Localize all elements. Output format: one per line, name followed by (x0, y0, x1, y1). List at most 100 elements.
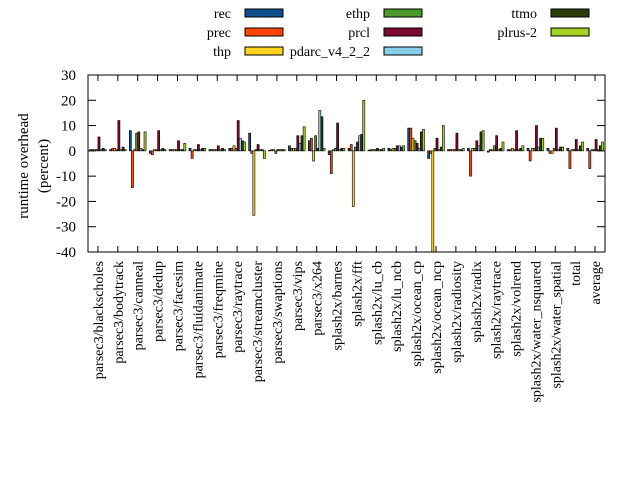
bar-prcl-parsec3-bodytrack (117, 120, 121, 152)
bar-ethp-splash2x-raytrace (493, 145, 496, 152)
bar-prec-parsec3-fluidanimate (190, 150, 194, 159)
bar-ethp-parsec3-swaptions (274, 150, 278, 154)
bar-ttmo-parsec3-x264 (320, 116, 324, 152)
x-tick-label-parsec3-x264: parsec3/x264 (311, 261, 326, 336)
x-tick-label-splash2x-water-nsquared: splash2x/water_nsquared (529, 261, 544, 403)
bar-ethp-splash2x-ocean-ncp (433, 148, 437, 152)
bar-plrus-2-parsec3-bodytrack (123, 149, 127, 152)
bar-rec-splash2x-lu-ncb (387, 148, 391, 152)
legend-swatch-pdarc-v4-2-2 (383, 46, 423, 56)
bar-ttmo-parsec3-fluidanimate (201, 148, 204, 152)
bar-pdarc-v4-2-2-splash2x-ocean-cp (417, 148, 421, 152)
bar-ttmo-splash2x-fft (360, 134, 364, 152)
bar-rec-splash2x-ocean-cp (407, 127, 411, 152)
bar-plrus-2-splash2x-water-nsquared (541, 137, 545, 152)
x-tick-label-splash2x-ocean-ncp: splash2x/ocean_ncp (430, 261, 445, 374)
bar-prec-splash2x-radix (469, 150, 472, 177)
y-tick-label: 20 (61, 93, 76, 109)
bar-rec-splash2x-radiosity (447, 149, 450, 152)
x-tick-label-parsec3-vips: parsec3/vips (291, 261, 306, 331)
x-tick-label-splash2x-radiosity: splash2x/radiosity (450, 261, 465, 363)
bar-plrus-2-splash2x-barnes (342, 148, 346, 152)
x-tick-label-parsec3-dedup: parsec3/dedup (152, 261, 167, 342)
y-tick-label: 0 (69, 144, 77, 160)
bar-prec-splash2x-radiosity (449, 149, 452, 152)
bar-ttmo-splash2x-lu-ncb (400, 146, 403, 152)
bar-ttmo-splash2x-radiosity (459, 149, 463, 152)
y-tick-label: -40 (56, 245, 76, 261)
bar-pdarc-v4-2-2-parsec3-raytrace (238, 137, 242, 152)
y-tick-label: 30 (61, 68, 76, 84)
bar-thp-splash2x-fft (351, 150, 355, 207)
bar-ttmo-splash2x-ocean-cp (419, 131, 423, 152)
bar-thp-splash2x-water-spatial (550, 150, 554, 154)
bar-ttmo-splash2x-barnes (340, 148, 344, 152)
bar-prec-parsec3-x264 (310, 137, 313, 152)
bar-thp-average (590, 149, 594, 152)
x-tick-label-parsec3-blackscholes: parsec3/blackscholes (92, 261, 107, 379)
bar-ethp-splash2x-radix (473, 148, 477, 152)
bar-ethp-parsec3-bodytrack (115, 149, 119, 152)
bar-rec-parsec3-vips (288, 145, 291, 152)
legend-label-pdarc-v4-2-2: pdarc_v4_2_2 (290, 45, 370, 60)
bar-thp-parsec3-x264 (312, 150, 315, 162)
bar-plrus-2-parsec3-blackscholes (103, 149, 107, 152)
legend-label-plrus-2: plrus-2 (497, 26, 537, 41)
bar-pdarc-v4-2-2-parsec3-streamcluster (258, 149, 262, 152)
bar-pdarc-v4-2-2-splash2x-barnes (338, 149, 342, 152)
bar-plrus-2-parsec3-swaptions (282, 149, 286, 152)
bar-thp-parsec3-fluidanimate (192, 149, 196, 152)
bar-prcl-parsec3-canneal (137, 131, 141, 152)
bar-ttmo-splash2x-water-nsquared (539, 137, 542, 152)
bar-plrus-2-splash2x-ocean-cp (422, 129, 425, 152)
bar-ttmo-parsec3-swaptions (280, 149, 284, 152)
bar-prec-parsec3-swaptions (270, 149, 274, 152)
bar-pdarc-v4-2-2-parsec3-facesim (179, 149, 182, 152)
bar-thp-parsec3-facesim (172, 149, 176, 152)
bar-pdarc-v4-2-2-splash2x-lu-cb (378, 149, 381, 152)
x-tick-label-parsec3-raytrace: parsec3/raytrace (231, 261, 246, 353)
bar-ttmo-splash2x-lu-cb (380, 149, 383, 152)
bar-plrus-2-parsec3-x264 (322, 148, 326, 152)
bar-rec-parsec3-fluidanimate (188, 148, 192, 152)
bar-prcl-parsec3-fluidanimate (197, 144, 200, 152)
bar-plrus-2-splash2x-raytrace (501, 141, 505, 152)
bar-rec-parsec3-dedup (148, 150, 152, 154)
bar-thp-parsec3-vips (292, 148, 295, 152)
bar-plrus-2-splash2x-water-spatial (561, 146, 564, 152)
x-tick-label-splash2x-lu-ncb: splash2x/lu_ncb (390, 261, 405, 352)
bar-plrus-2-total (581, 141, 584, 152)
bars-group (89, 99, 604, 253)
bar-pdarc-v4-2-2-parsec3-swaptions (278, 149, 282, 152)
bar-prcl-parsec3-facesim (177, 140, 180, 152)
bar-plrus-2-splash2x-volrend (521, 145, 525, 152)
bar-pdarc-v4-2-2-splash2x-lu-ncb (398, 145, 401, 152)
bar-prec-splash2x-ocean-ncp (429, 150, 433, 154)
bar-prcl-parsec3-blackscholes (97, 136, 101, 152)
bar-ethp-parsec3-freqmine (214, 149, 218, 152)
bar-thp-parsec3-bodytrack (113, 148, 117, 152)
bar-rec-splash2x-fft (347, 148, 351, 152)
legend-label-prec: prec (207, 26, 231, 41)
legend-label-ethp: ethp (346, 7, 370, 22)
bar-pdarc-v4-2-2-splash2x-water-nsquared (537, 146, 540, 152)
x-tick-label-parsec3-canneal: parsec3/canneal (132, 261, 147, 350)
bar-rec-splash2x-raytrace (486, 150, 490, 153)
bar-prcl-parsec3-vips (296, 135, 300, 152)
bar-thp-parsec3-freqmine (212, 149, 216, 152)
bar-ttmo-parsec3-blackscholes (101, 148, 105, 152)
bar-prec-parsec3-streamcluster (250, 150, 254, 154)
bar-ethp-total (572, 149, 576, 152)
bar-pdarc-v4-2-2-parsec3-blackscholes (99, 149, 103, 152)
bar-thp-splash2x-radix (471, 148, 474, 152)
x-tick-label-splash2x-fft: splash2x/fft (350, 261, 365, 327)
bar-ethp-parsec3-dedup (155, 149, 158, 152)
bar-prec-total (568, 150, 572, 169)
bar-ethp-splash2x-water-nsquared (532, 148, 536, 152)
bar-prcl-parsec3-x264 (316, 148, 320, 152)
bar-plrus-2-splash2x-fft (362, 99, 366, 152)
bar-prcl-splash2x-barnes (336, 122, 339, 152)
bar-prec-splash2x-lu-ncb (389, 149, 393, 152)
bar-thp-splash2x-radiosity (451, 149, 455, 152)
bar-rec-parsec3-x264 (307, 140, 311, 152)
